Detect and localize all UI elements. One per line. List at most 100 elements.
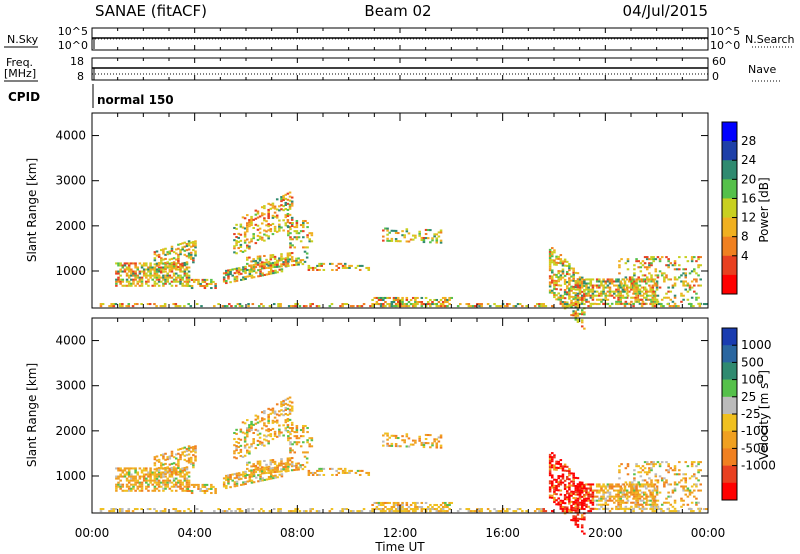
velocity-cell — [565, 490, 569, 493]
velocity-cell — [136, 479, 140, 482]
power-cell — [695, 272, 698, 275]
power-cell — [665, 292, 668, 295]
velocity-cell — [145, 481, 148, 484]
power-cell — [407, 301, 411, 304]
power-cell — [673, 276, 677, 279]
velocity-cell — [561, 501, 565, 504]
power-cell — [155, 282, 159, 285]
velocity-cell — [242, 473, 245, 476]
velocity-cell — [258, 464, 262, 467]
power-cell — [267, 262, 271, 265]
power-cell — [379, 305, 383, 308]
power-cell — [147, 280, 150, 283]
velocity-cell — [580, 506, 584, 509]
power-cell — [371, 305, 374, 308]
velocity-cell — [697, 507, 700, 510]
power-cell — [622, 278, 625, 281]
power-cell — [437, 231, 441, 234]
power-cell — [653, 300, 657, 303]
power-cell — [633, 284, 636, 287]
power-cell — [189, 255, 193, 258]
power-cell — [559, 262, 563, 265]
velocity-cell — [115, 477, 118, 480]
velocity-cell — [553, 466, 556, 469]
velocity-cell — [299, 445, 303, 448]
velocity-cell — [595, 499, 599, 502]
power-cell — [570, 285, 573, 288]
colorbar-segment — [722, 465, 737, 484]
velocity-cell — [574, 503, 578, 506]
power-cell — [201, 280, 205, 283]
velocity-cell — [241, 431, 245, 434]
velocity-cell — [667, 491, 670, 494]
power-cell — [185, 263, 189, 266]
power-cell — [248, 273, 252, 276]
velocity-cell — [598, 508, 601, 511]
velocity-cell — [636, 495, 640, 498]
power-cell — [617, 292, 620, 295]
power-cell — [187, 276, 191, 279]
velocity-cell — [559, 467, 563, 470]
velocity-cell — [151, 489, 154, 492]
velocity-cell — [288, 463, 292, 466]
power-cell — [652, 258, 655, 261]
velocity-cell — [435, 510, 439, 513]
velocity-cell — [653, 501, 657, 504]
velocity-cell — [138, 489, 142, 492]
velocity-cell — [433, 438, 436, 441]
power-cell — [335, 264, 338, 267]
velocity-cell — [600, 497, 603, 500]
velocity-cell — [186, 485, 190, 488]
power-cell — [665, 274, 668, 277]
velocity-cell — [576, 501, 580, 504]
velocity-cell — [613, 485, 616, 488]
velocity-cell — [257, 510, 261, 513]
power-cell — [119, 268, 122, 271]
velocity-cell — [677, 510, 680, 513]
power-cell — [648, 258, 651, 261]
velocity-cell — [647, 503, 650, 506]
velocity-cell — [256, 433, 260, 436]
velocity-cell — [568, 484, 571, 487]
power-cell — [399, 240, 402, 243]
velocity-cell — [699, 489, 702, 492]
power-cell — [693, 284, 696, 287]
velocity-cell — [382, 440, 385, 443]
velocity-cell — [578, 483, 582, 486]
velocity-cell — [598, 483, 601, 486]
velocity-cell — [619, 489, 622, 492]
power-cell — [384, 227, 387, 230]
power-cell — [602, 298, 605, 301]
velocity-cell — [663, 477, 666, 480]
velocity-cell — [125, 471, 129, 474]
velocity-cell — [695, 497, 698, 500]
power-cell — [695, 260, 698, 263]
velocity-cell — [282, 401, 285, 404]
velocity-cell — [246, 449, 249, 452]
velocity-cell — [622, 489, 625, 492]
power-cell — [618, 266, 621, 269]
power-cell — [684, 280, 688, 283]
power-cell — [242, 266, 245, 269]
velocity-cell — [290, 405, 294, 408]
velocity-cell — [565, 510, 569, 513]
velocity-cell — [248, 430, 251, 433]
velocity-cell — [424, 501, 428, 504]
power-cell — [604, 298, 608, 301]
power-cell — [407, 240, 411, 243]
velocity-cell — [559, 459, 563, 462]
velocity-cell — [548, 490, 552, 493]
power-cell — [638, 292, 642, 295]
velocity-cell — [548, 486, 552, 489]
power-cell — [172, 263, 176, 266]
power-cell — [341, 266, 345, 269]
velocity-cell — [134, 467, 137, 470]
power-cell — [269, 272, 273, 275]
power-cell — [657, 303, 661, 306]
velocity-cell — [160, 481, 163, 484]
velocity-cell — [119, 485, 122, 488]
velocity-cell — [288, 418, 292, 421]
power-cell — [237, 236, 240, 239]
power-cell — [240, 305, 244, 308]
power-cell — [650, 290, 653, 293]
